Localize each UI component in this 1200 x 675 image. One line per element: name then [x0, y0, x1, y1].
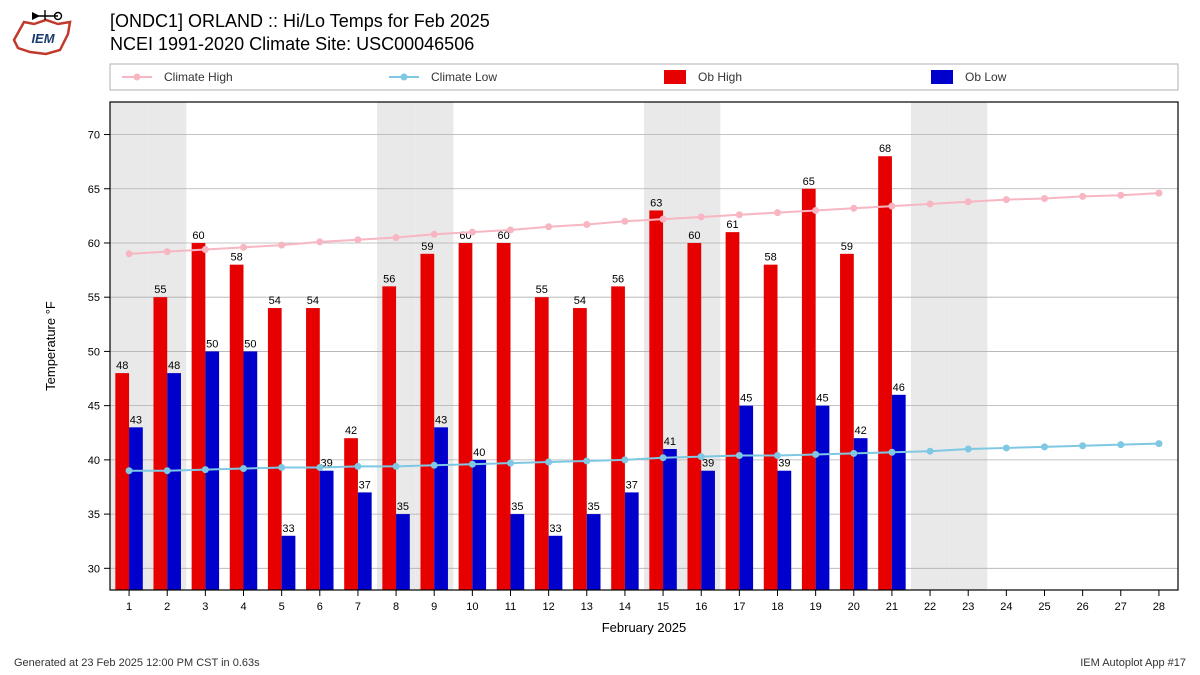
svg-text:18: 18: [771, 601, 783, 613]
svg-text:54: 54: [574, 295, 586, 307]
svg-text:14: 14: [619, 601, 631, 613]
svg-text:35: 35: [397, 501, 409, 513]
svg-text:58: 58: [765, 252, 777, 264]
svg-text:Climate High: Climate High: [164, 70, 233, 84]
svg-text:28: 28: [1153, 601, 1165, 613]
title-line2: NCEI 1991-2020 Climate Site: USC00046506: [110, 33, 490, 56]
svg-text:3: 3: [202, 601, 208, 613]
svg-text:35: 35: [511, 501, 523, 513]
svg-text:33: 33: [549, 523, 561, 535]
svg-text:39: 39: [702, 458, 714, 470]
svg-text:50: 50: [244, 338, 256, 350]
iem-logo: IEM: [12, 10, 74, 58]
svg-text:16: 16: [695, 601, 707, 613]
svg-text:63: 63: [650, 197, 662, 209]
svg-text:Ob High: Ob High: [698, 70, 742, 84]
svg-text:48: 48: [168, 360, 180, 372]
svg-text:60: 60: [688, 230, 700, 242]
svg-text:46: 46: [893, 382, 905, 394]
svg-text:Temperature °F: Temperature °F: [43, 301, 58, 391]
svg-text:37: 37: [359, 479, 371, 491]
svg-text:48: 48: [116, 360, 128, 372]
svg-text:59: 59: [841, 241, 853, 253]
svg-text:45: 45: [88, 401, 100, 413]
svg-text:58: 58: [231, 252, 243, 264]
chart-title: [ONDC1] ORLAND :: Hi/Lo Temps for Feb 20…: [110, 10, 490, 57]
svg-text:35: 35: [588, 501, 600, 513]
svg-text:54: 54: [269, 295, 281, 307]
svg-text:21: 21: [886, 601, 898, 613]
svg-text:70: 70: [88, 130, 100, 142]
svg-text:56: 56: [612, 273, 624, 285]
svg-text:55: 55: [88, 292, 100, 304]
footer-right: IEM Autoplot App #17: [1080, 657, 1186, 669]
svg-text:6: 6: [317, 601, 323, 613]
svg-text:12: 12: [543, 601, 555, 613]
svg-text:50: 50: [206, 338, 218, 350]
svg-text:65: 65: [803, 176, 815, 188]
svg-text:45: 45: [740, 393, 752, 405]
svg-text:35: 35: [88, 509, 100, 521]
svg-text:61: 61: [726, 219, 738, 231]
svg-text:68: 68: [879, 143, 891, 155]
temperature-chart: Climate HighClimate LowOb HighOb Low3035…: [0, 60, 1200, 650]
svg-text:60: 60: [88, 238, 100, 250]
svg-text:5: 5: [279, 601, 285, 613]
svg-text:39: 39: [778, 458, 790, 470]
svg-text:54: 54: [307, 295, 319, 307]
svg-text:55: 55: [536, 284, 548, 296]
svg-text:33: 33: [282, 523, 294, 535]
svg-text:43: 43: [130, 414, 142, 426]
svg-text:1: 1: [126, 601, 132, 613]
svg-text:22: 22: [924, 601, 936, 613]
footer-left: Generated at 23 Feb 2025 12:00 PM CST in…: [14, 657, 260, 669]
svg-text:11: 11: [505, 601, 516, 613]
svg-text:17: 17: [733, 601, 745, 613]
svg-text:20: 20: [848, 601, 860, 613]
svg-text:15: 15: [657, 601, 669, 613]
svg-text:27: 27: [1115, 601, 1127, 613]
svg-text:IEM: IEM: [31, 31, 55, 46]
svg-text:42: 42: [345, 425, 357, 437]
svg-text:Ob Low: Ob Low: [965, 70, 1007, 84]
svg-text:65: 65: [88, 184, 100, 196]
svg-text:8: 8: [393, 601, 399, 613]
svg-text:Climate Low: Climate Low: [431, 70, 497, 84]
svg-text:59: 59: [421, 241, 433, 253]
svg-text:40: 40: [88, 455, 100, 467]
svg-text:10: 10: [466, 601, 478, 613]
svg-text:30: 30: [88, 563, 100, 575]
svg-text:26: 26: [1077, 601, 1089, 613]
svg-text:24: 24: [1000, 601, 1012, 613]
title-line1: [ONDC1] ORLAND :: Hi/Lo Temps for Feb 20…: [110, 10, 490, 33]
svg-text:45: 45: [816, 393, 828, 405]
svg-text:42: 42: [855, 425, 867, 437]
svg-text:37: 37: [626, 479, 638, 491]
svg-text:23: 23: [962, 601, 974, 613]
svg-text:February 2025: February 2025: [602, 620, 687, 635]
svg-text:41: 41: [664, 436, 676, 448]
svg-text:43: 43: [435, 414, 447, 426]
svg-text:56: 56: [383, 273, 395, 285]
svg-text:4: 4: [240, 601, 246, 613]
svg-text:55: 55: [154, 284, 166, 296]
svg-text:19: 19: [810, 601, 822, 613]
svg-text:7: 7: [355, 601, 361, 613]
svg-text:9: 9: [431, 601, 437, 613]
svg-text:40: 40: [473, 447, 485, 459]
svg-text:2: 2: [164, 601, 170, 613]
svg-text:50: 50: [88, 346, 100, 358]
svg-text:13: 13: [581, 601, 593, 613]
svg-text:25: 25: [1038, 601, 1050, 613]
svg-text:60: 60: [192, 230, 204, 242]
